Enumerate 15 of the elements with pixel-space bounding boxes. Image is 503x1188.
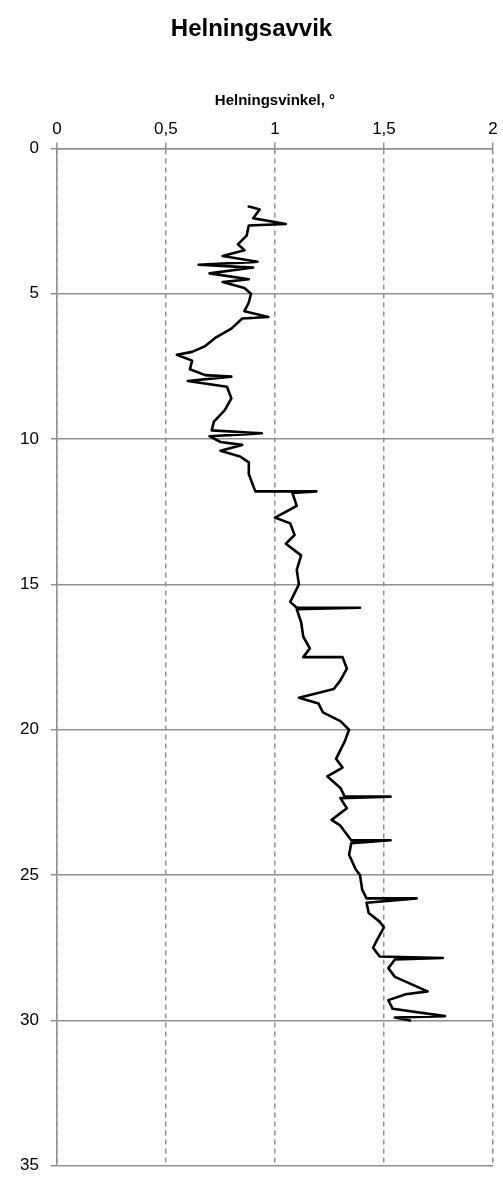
y-tick-label: 20: [19, 719, 39, 739]
y-tick-label: 35: [19, 1155, 39, 1175]
x-tick-label: 1: [270, 118, 280, 138]
chart-title: Helningsavvik: [169, 14, 334, 42]
y-tick-label: 5: [29, 283, 39, 303]
y-tick-label: 15: [19, 574, 39, 594]
x-tick-label: 0: [52, 118, 62, 138]
x-tick-label: 2: [488, 118, 498, 138]
x-axis-title: Helningsvinkel, °: [214, 91, 336, 109]
x-tick-label: 1,5: [372, 118, 396, 138]
y-tick-label: 30: [19, 1010, 39, 1030]
y-tick-label: 25: [19, 864, 39, 884]
y-tick-label: 10: [19, 428, 39, 448]
x-tick-label: 0,5: [154, 118, 178, 138]
y-tick-label: 0: [29, 138, 39, 158]
